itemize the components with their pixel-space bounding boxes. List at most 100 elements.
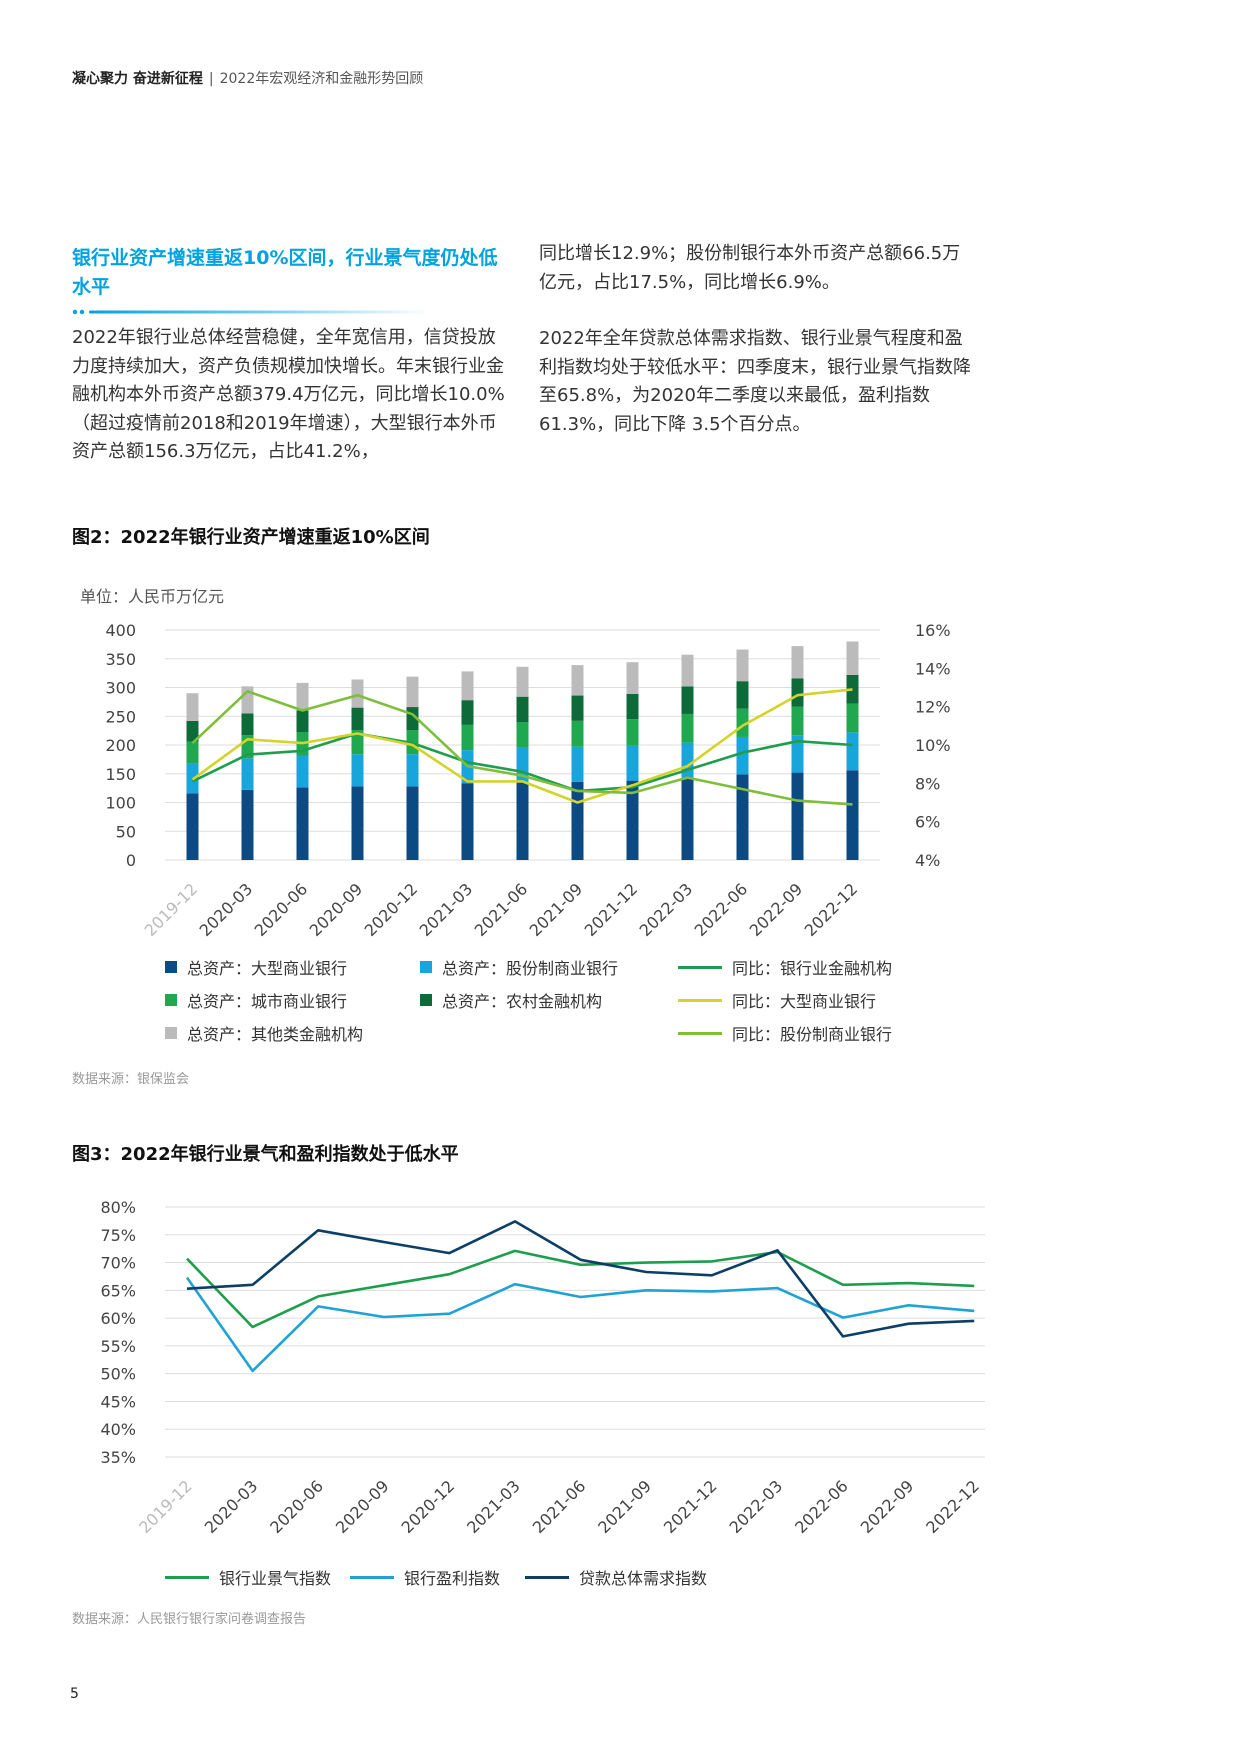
bar-other (406, 676, 419, 708)
header-separator: | (208, 71, 214, 87)
legend-large-bank-label: 总资产：大型商业银行 (187, 959, 348, 978)
bar-rural (296, 710, 309, 733)
bar-other (626, 662, 639, 694)
bar-joint (846, 732, 859, 771)
y-tick-label: 350 (105, 650, 136, 669)
x-tick-label: 2021-12 (660, 1476, 721, 1537)
series-line-profit (185, 1276, 975, 1373)
x-tick-label: 2022-03 (726, 1476, 787, 1537)
legend-other-label: 总资产：其他类金融机构 (187, 1025, 364, 1044)
legend-rural-label: 总资产：农村金融机构 (442, 992, 603, 1011)
bar-large (846, 770, 859, 860)
header-subtitle: 2022年宏观经济和金融形势回顾 (219, 71, 424, 87)
legend-yoy-joint-label: 同比：股份制商业银行 (732, 1025, 893, 1044)
legend-rural: 总资产：农村金融机构 (420, 988, 602, 1012)
bar-rural (186, 720, 199, 742)
title-decoration (72, 309, 429, 315)
bar-other (351, 679, 364, 708)
y-tick-label: 250 (105, 707, 136, 726)
bar-city (351, 730, 364, 755)
bar-city (626, 719, 639, 746)
bar-city (186, 741, 199, 764)
x-tick-label: 2022-06 (691, 879, 752, 940)
x-tick-label: 2021-09 (526, 879, 587, 940)
swatch-city-bank (165, 994, 177, 1006)
x-tick-label: 2020-03 (196, 879, 257, 940)
y2-tick-label: 4% (915, 851, 940, 870)
x-tick-label: 2020-09 (306, 879, 367, 940)
header-brand: 凝心聚力 奋进新征程 (72, 71, 203, 87)
figure-2-chart: 0 50 100 150 200 250 300 350 400 4% 6% 8% 10% 12% 14% 1… (105, 621, 951, 940)
x-tick-label: 2021-03 (463, 1476, 524, 1537)
bar-other (736, 649, 749, 682)
legend-joint-bank: 总资产：股份制商业银行 (420, 955, 618, 979)
y-tick-label: 0 (126, 851, 136, 870)
line-yoy-joint (678, 1031, 722, 1035)
y-tick-label: 200 (105, 736, 136, 755)
x-tick-label: 2020-12 (361, 879, 422, 940)
bar-rural (626, 693, 639, 720)
paragraph-assets-continued: 同比增长12.9%；股份制银行本外币资产总额66.5万亿元，占比17.5%，同比… (539, 243, 961, 293)
legend-yoy-large-label: 同比：大型商业银行 (732, 992, 877, 1011)
bar-large (406, 786, 419, 860)
y-tick-label: 50% (100, 1365, 136, 1384)
bar-joint (791, 735, 804, 773)
line-profit (350, 1575, 394, 1579)
y-tick-label: 50 (116, 822, 136, 841)
x-tick-label: 2021-03 (416, 879, 477, 940)
y2-tick-label: 14% (915, 659, 951, 678)
swatch-other (165, 1027, 177, 1039)
x-tick-label: 2019-12 (135, 1476, 196, 1537)
line-yoy-all (678, 965, 722, 969)
bar-large (296, 787, 309, 860)
figure-2-unit: 单位：人民币万亿元 (80, 587, 225, 606)
bar-city (571, 720, 584, 747)
x-tick-label: 2020-06 (266, 1476, 327, 1537)
legend-yoy-large: 同比：大型商业银行 (678, 988, 876, 1012)
y-tick-label: 55% (100, 1337, 136, 1356)
series-line-demand (186, 1220, 975, 1338)
x-tick-label: 2021-12 (581, 879, 642, 940)
bar-rural (351, 707, 364, 731)
legend-yoy-all-label: 同比：银行业金融机构 (732, 959, 893, 978)
series-line-climate (186, 1249, 975, 1329)
bar-city (516, 722, 529, 748)
legend-demand: 贷款总体需求指数 (525, 1565, 707, 1589)
x-tick-label: 2019-12 (141, 879, 202, 940)
x-tick-label: 2020-03 (201, 1476, 262, 1537)
x-tick-label: 2022-12 (922, 1476, 983, 1537)
legend-joint-bank-label: 总资产：股份制商业银行 (442, 959, 619, 978)
swatch-rural (420, 994, 432, 1006)
x-tick-label: 2020-06 (251, 879, 312, 940)
bar-large (571, 781, 584, 860)
legend-profit: 银行盈利指数 (350, 1565, 500, 1589)
swatch-joint-bank (420, 961, 432, 973)
bar-joint (681, 742, 694, 779)
bar-joint (571, 746, 584, 782)
bar-other (461, 671, 474, 701)
y2-tick-label: 10% (915, 736, 951, 755)
bar-other (681, 654, 694, 687)
x-tick-label: 2022-06 (791, 1476, 852, 1537)
section-title: 银行业资产增速重返10%区间，行业景气度仍处低水平 (72, 247, 498, 298)
bar-large (516, 782, 529, 860)
series-line-yoy_large (191, 688, 853, 804)
y-tick-label: 65% (100, 1281, 136, 1300)
y-tick-label: 35% (100, 1448, 136, 1467)
y-tick-label: 80% (100, 1198, 136, 1217)
bar-rural (791, 678, 804, 707)
body-column-right: 同比增长12.9%；股份制银行本外币资产总额66.5万亿元，占比17.5%，同比… (539, 240, 975, 439)
y2-tick-label: 8% (915, 774, 940, 793)
legend-climate: 银行业景气指数 (165, 1565, 331, 1589)
bar-joint (406, 754, 419, 787)
bar-city (681, 713, 694, 743)
y2-tick-label: 16% (915, 621, 951, 640)
bar-rural (571, 695, 584, 721)
legend-climate-label: 银行业景气指数 (219, 1569, 332, 1588)
bar-joint (626, 745, 639, 781)
x-tick-label: 2021-09 (594, 1476, 655, 1537)
paragraph-assets: 2022年银行业总体经营稳健，全年宽信用，信贷投放力度持续加大，资产负债规模加快… (72, 327, 505, 462)
legend-large-bank: 总资产：大型商业银行 (165, 955, 347, 979)
series-line-yoy_joint (191, 690, 853, 806)
y2-tick-label: 12% (915, 698, 951, 717)
